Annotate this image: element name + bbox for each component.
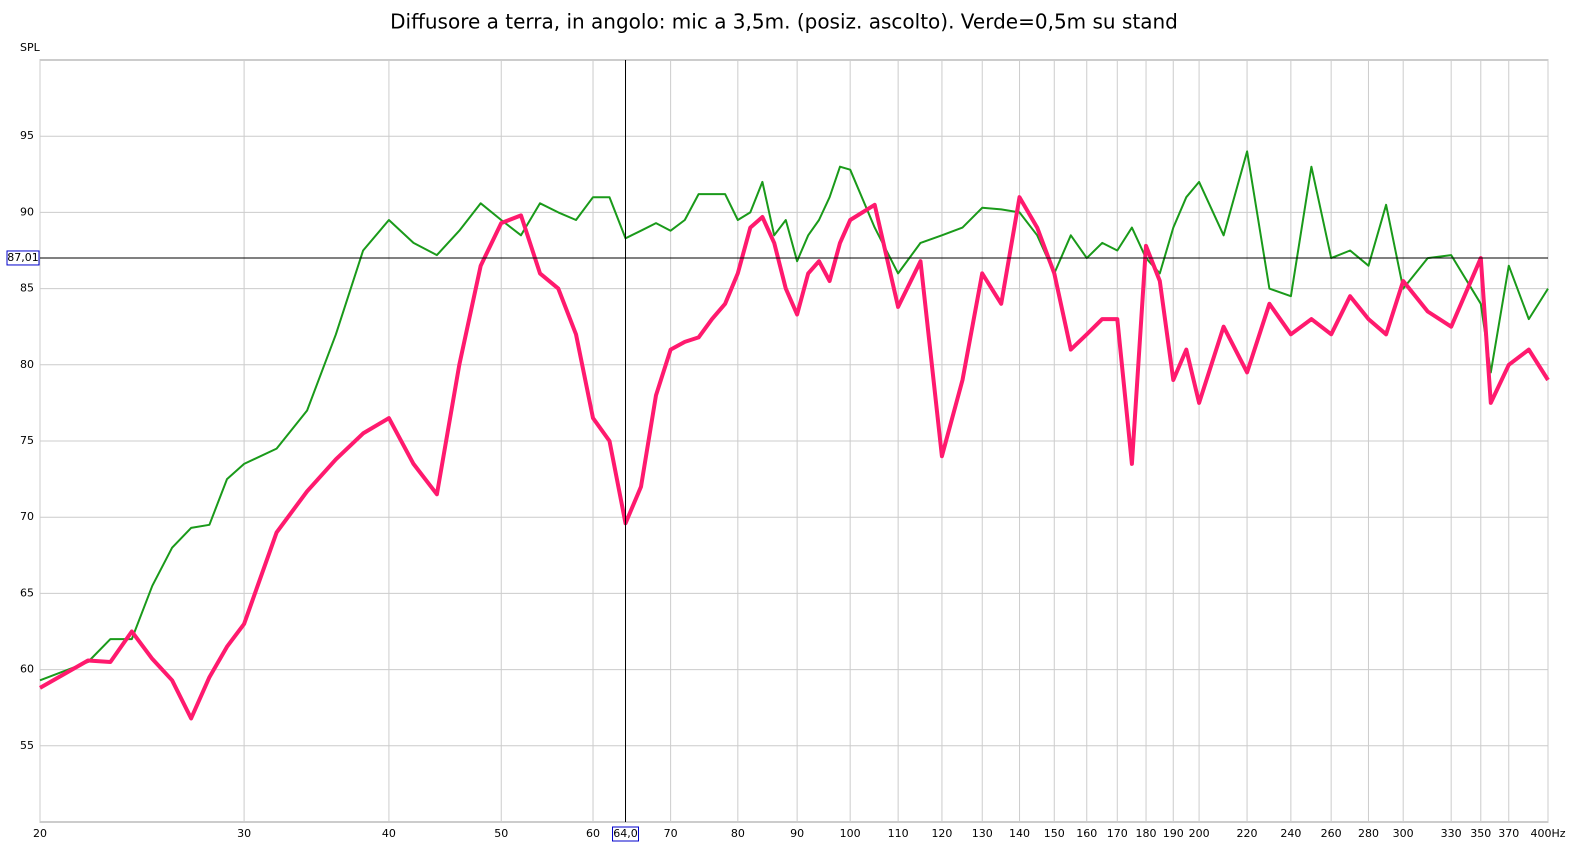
x-tick-label: 220 xyxy=(1237,827,1258,840)
x-tick-label: 20 xyxy=(33,827,47,840)
x-tick-label: 240 xyxy=(1280,827,1301,840)
x-tick-label: 180 xyxy=(1136,827,1157,840)
x-tick-label: 150 xyxy=(1044,827,1065,840)
x-tick-label: 160 xyxy=(1076,827,1097,840)
y-tick-label: 55 xyxy=(20,739,34,752)
x-tick-label: 330 xyxy=(1441,827,1462,840)
y-tick-label: 75 xyxy=(20,434,34,447)
x-tick-label: 40 xyxy=(382,827,396,840)
y-tick-label: 85 xyxy=(20,282,34,295)
y-axis-label: SPL xyxy=(20,41,41,54)
x-tick-label: 80 xyxy=(731,827,745,840)
x-tick-label: 50 xyxy=(494,827,508,840)
x-tick-label: 70 xyxy=(664,827,678,840)
x-tick-label: 140 xyxy=(1009,827,1030,840)
x-tick-label: 90 xyxy=(790,827,804,840)
y-tick-label: 70 xyxy=(20,510,34,523)
series-line xyxy=(39,150,1549,682)
series-line xyxy=(39,195,1550,721)
x-tick-label: 120 xyxy=(931,827,952,840)
x-tick-label: 190 xyxy=(1163,827,1184,840)
y-tick-label: 80 xyxy=(20,358,34,371)
x-tick-label: 60 xyxy=(586,827,600,840)
cursor-box xyxy=(612,826,640,842)
cursor-box xyxy=(6,250,40,266)
cursor-y-label: 87,01 xyxy=(7,251,39,264)
x-tick-label: 260 xyxy=(1321,827,1342,840)
x-tick-label: 110 xyxy=(888,827,909,840)
x-tick-label: 100 xyxy=(840,827,861,840)
y-tick-label: 65 xyxy=(20,586,34,599)
x-tick-label: 370 xyxy=(1498,827,1519,840)
cursor-x-label: 64,0 xyxy=(613,827,638,840)
x-tick-label: 170 xyxy=(1107,827,1128,840)
x-tick-label: 400Hz xyxy=(1530,827,1565,840)
chart-title: Diffusore a terra, in angolo: mic a 3,5m… xyxy=(390,10,1178,34)
x-tick-label: 350 xyxy=(1470,827,1491,840)
y-tick-label: 60 xyxy=(20,663,34,676)
x-tick-label: 200 xyxy=(1189,827,1210,840)
y-tick-label: 95 xyxy=(20,129,34,142)
y-tick-label: 90 xyxy=(20,205,34,218)
x-tick-label: 280 xyxy=(1358,827,1379,840)
x-tick-label: 300 xyxy=(1393,827,1414,840)
x-tick-label: 130 xyxy=(972,827,993,840)
x-tick-label: 30 xyxy=(237,827,251,840)
